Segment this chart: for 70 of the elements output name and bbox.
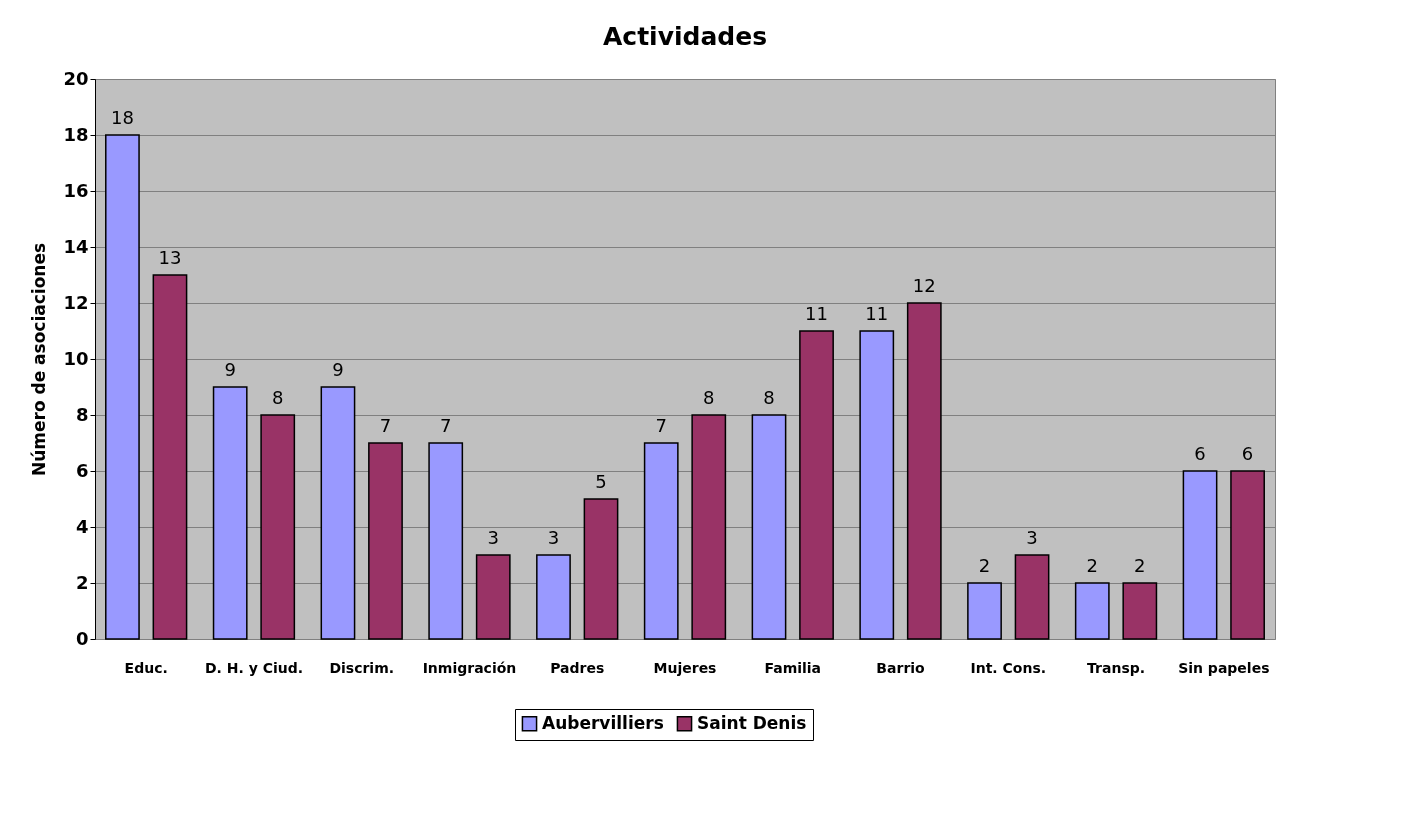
data-label: 12 — [912, 275, 936, 296]
y-tick-label: 0 — [75, 627, 89, 649]
data-label: 8 — [703, 387, 715, 408]
y-tick-label: 6 — [75, 459, 89, 481]
data-label: 3 — [1026, 527, 1038, 548]
y-axis-title: Número de asociaciones — [29, 242, 50, 477]
data-label: 5 — [595, 471, 607, 492]
y-tick-label: 16 — [63, 179, 89, 201]
data-label: 7 — [655, 415, 667, 436]
bar — [428, 442, 464, 640]
y-tick-label: 8 — [75, 403, 89, 425]
data-label: 2 — [978, 555, 991, 576]
data-label: 13 — [158, 247, 182, 268]
chart-title: Actividades — [602, 22, 768, 51]
data-label: 8 — [271, 387, 284, 408]
data-label: 3 — [487, 527, 499, 548]
data-label: 9 — [224, 359, 236, 380]
bar — [152, 274, 188, 640]
bar — [583, 498, 619, 640]
bar — [212, 386, 248, 640]
x-tick-label: Barrio — [876, 659, 926, 676]
bar — [536, 554, 571, 640]
data-label: 11 — [805, 303, 828, 324]
bar — [1122, 582, 1158, 640]
bar — [691, 414, 727, 640]
bar — [906, 302, 942, 640]
x-tick-label: Mujeres — [653, 659, 717, 676]
legend-label: Aubervilliers — [542, 712, 664, 733]
bar — [1014, 554, 1050, 640]
data-label: 2 — [1134, 555, 1146, 576]
legend-label: Saint Denis — [697, 712, 807, 733]
bar — [643, 442, 679, 640]
x-tick-label: D. H. y Ciud. — [204, 659, 303, 676]
x-tick-label: Educ. — [124, 659, 168, 676]
x-tick-label: Discrim. — [329, 659, 395, 676]
x-tick-label: Padres — [550, 659, 605, 676]
x-tick-label: Transp. — [1087, 659, 1146, 676]
bar — [1182, 470, 1218, 640]
data-label: 8 — [763, 387, 775, 408]
y-tick-label: 10 — [63, 347, 89, 369]
y-tick-label: 12 — [63, 291, 89, 313]
bar — [105, 134, 140, 640]
data-label: 11 — [865, 303, 889, 324]
data-label: 7 — [379, 415, 392, 436]
x-tick-label: Sin papeles — [1178, 659, 1270, 676]
bar — [799, 330, 834, 640]
x-tick-label: Familia — [764, 659, 822, 676]
bar — [859, 330, 895, 640]
y-tick-label: 18 — [63, 123, 89, 145]
data-label: 2 — [1086, 555, 1099, 576]
data-label: 7 — [439, 415, 452, 436]
bar — [320, 386, 356, 640]
y-tick-label: 20 — [63, 67, 89, 89]
data-label: 6 — [1194, 443, 1206, 464]
y-tick-label: 14 — [63, 235, 89, 257]
data-label: 3 — [547, 527, 560, 548]
bar — [967, 582, 1002, 640]
data-label: 9 — [332, 359, 344, 380]
bar — [1230, 470, 1265, 640]
y-tick-label: 4 — [75, 515, 89, 537]
data-label: 6 — [1241, 443, 1254, 464]
y-tick-label: 2 — [75, 571, 89, 593]
data-label: 18 — [110, 107, 134, 128]
x-tick-label: Inmigración — [422, 659, 517, 676]
bar — [1074, 582, 1110, 640]
bar — [751, 414, 787, 640]
bar — [260, 414, 296, 640]
x-tick-label: Int. Cons. — [970, 659, 1047, 676]
bar — [475, 554, 511, 640]
bar — [368, 442, 403, 640]
